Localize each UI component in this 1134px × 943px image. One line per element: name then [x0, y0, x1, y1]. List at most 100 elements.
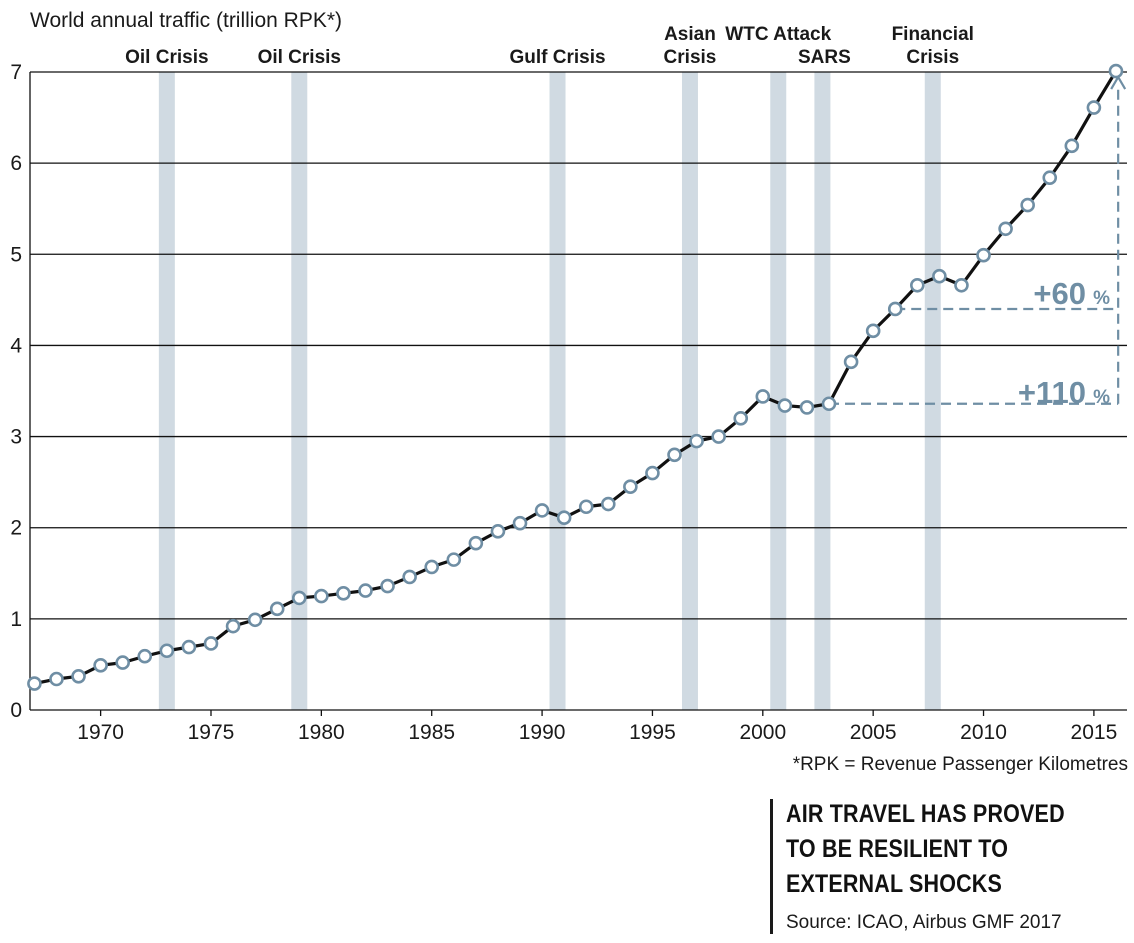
annotation-arrow-head: [1110, 74, 1127, 90]
data-point: [556, 510, 572, 525]
data-point: [159, 643, 175, 659]
y-tick-label: 4: [10, 334, 22, 357]
crisis-label: SARS: [798, 47, 851, 68]
y-tick-label: 3: [10, 426, 22, 449]
data-point: [402, 569, 417, 585]
x-tick-label: 2010: [960, 721, 1007, 744]
crisis-bands: [158, 72, 941, 710]
x-tick-label: 1990: [519, 721, 566, 744]
data-point: [247, 612, 263, 628]
data-point: [93, 658, 108, 673]
data-point: [71, 668, 86, 684]
data-point: [865, 323, 881, 339]
data-point: [578, 499, 594, 515]
data-point: [821, 396, 837, 412]
crisis-band: [549, 72, 566, 710]
data-point: [269, 601, 285, 617]
data-point: [358, 583, 373, 598]
growth-label: +60: [1033, 276, 1086, 311]
data-point: [314, 588, 329, 604]
data-series: [27, 63, 1124, 691]
data-point: [446, 552, 462, 567]
x-tick-label: 1980: [298, 721, 345, 744]
data-point: [181, 639, 197, 655]
crisis-band: [924, 72, 941, 710]
data-point: [534, 503, 550, 518]
traffic-chart: 0 1 2 3 4 5 6 7 1970 1975 1980 1985 1990 1995 2000 2005…: [10, 9, 1128, 775]
data-point: [843, 354, 859, 370]
data-point: [336, 586, 351, 601]
data-point: [755, 389, 771, 404]
crisis-band: [291, 72, 308, 710]
data-point: [1042, 170, 1058, 186]
data-point: [1086, 100, 1102, 115]
x-tick-label: 2015: [1071, 721, 1118, 744]
crisis-label: Asian: [664, 24, 716, 45]
crisis-label: WTC Attack: [725, 24, 831, 45]
headline-rule: [770, 799, 773, 934]
data-point: [976, 247, 991, 263]
y-axis-title: World annual traffic (trillion RPK*): [30, 9, 342, 32]
data-point: [1020, 197, 1035, 213]
x-tick-label: 2000: [739, 721, 786, 744]
data-point: [623, 479, 638, 495]
data-point: [115, 655, 131, 670]
footnote: *RPK = Revenue Passenger Kilometres: [793, 754, 1128, 775]
crisis-label: Gulf Crisis: [509, 47, 605, 68]
gridlines: [30, 71, 1127, 620]
data-point: [1064, 138, 1080, 154]
axes: 0 1 2 3 4 5 6 7 1970 1975 1980 1985 1990 1995 2000 2005…: [10, 61, 1127, 744]
data-point: [667, 447, 682, 463]
data-point: [645, 465, 660, 481]
data-point: [468, 535, 484, 551]
data-point: [689, 433, 704, 449]
data-point: [711, 429, 726, 444]
crisis-label: Crisis: [906, 47, 959, 68]
data-point: [490, 524, 506, 539]
crisis-label: Crisis: [664, 47, 717, 68]
growth-label-suffix: %: [1093, 288, 1110, 309]
data-point: [1108, 63, 1124, 79]
data-point: [733, 411, 749, 426]
data-point: [777, 398, 793, 413]
y-tick-label: 7: [10, 61, 22, 84]
data-point: [998, 221, 1013, 237]
data-point: [954, 277, 969, 293]
data-point: [512, 515, 528, 531]
data-point: [137, 648, 153, 664]
data-point: [380, 578, 395, 594]
x-tick-label: 1985: [408, 721, 455, 744]
data-point: [291, 590, 307, 606]
data-point: [225, 618, 241, 634]
y-tick-label: 6: [10, 152, 22, 175]
data-point: [799, 400, 815, 415]
chart-labels: Oil Crisis Oil Crisis Gulf CrisisAsianCris…: [125, 24, 974, 68]
data-point: [203, 636, 219, 651]
growth-label: +110: [1018, 375, 1086, 410]
crisis-label: Oil Crisis: [258, 47, 341, 68]
crisis-label: Oil Crisis: [125, 47, 208, 68]
crisis-band: [770, 72, 787, 710]
x-tick-label: 1970: [77, 721, 124, 744]
crisis-band: [681, 72, 698, 710]
data-point: [424, 559, 440, 575]
x-tick-label: 1995: [629, 721, 676, 744]
y-tick-label: 2: [10, 517, 22, 540]
data-point: [887, 301, 903, 317]
crisis-label: Financial: [892, 24, 974, 45]
x-tick-label: 1975: [188, 721, 235, 744]
data-point: [600, 496, 616, 512]
source-note: Source: ICAO, Airbus GMF 2017: [786, 912, 1062, 933]
crisis-band: [814, 72, 831, 710]
data-point: [932, 268, 947, 284]
data-point: [27, 676, 42, 691]
y-tick-label: 5: [10, 243, 22, 266]
crisis-band: [158, 72, 175, 710]
x-tick-label: 2005: [850, 721, 897, 744]
data-point: [49, 671, 64, 687]
data-point: [910, 277, 925, 293]
growth-annotations: +60 % +110%: [829, 74, 1127, 410]
y-tick-label: 1: [10, 608, 22, 631]
y-tick-label: 0: [10, 699, 22, 722]
headline: AIR TRAVEL HAS PROVED TO BE RESILIENT TO…: [786, 800, 1065, 898]
